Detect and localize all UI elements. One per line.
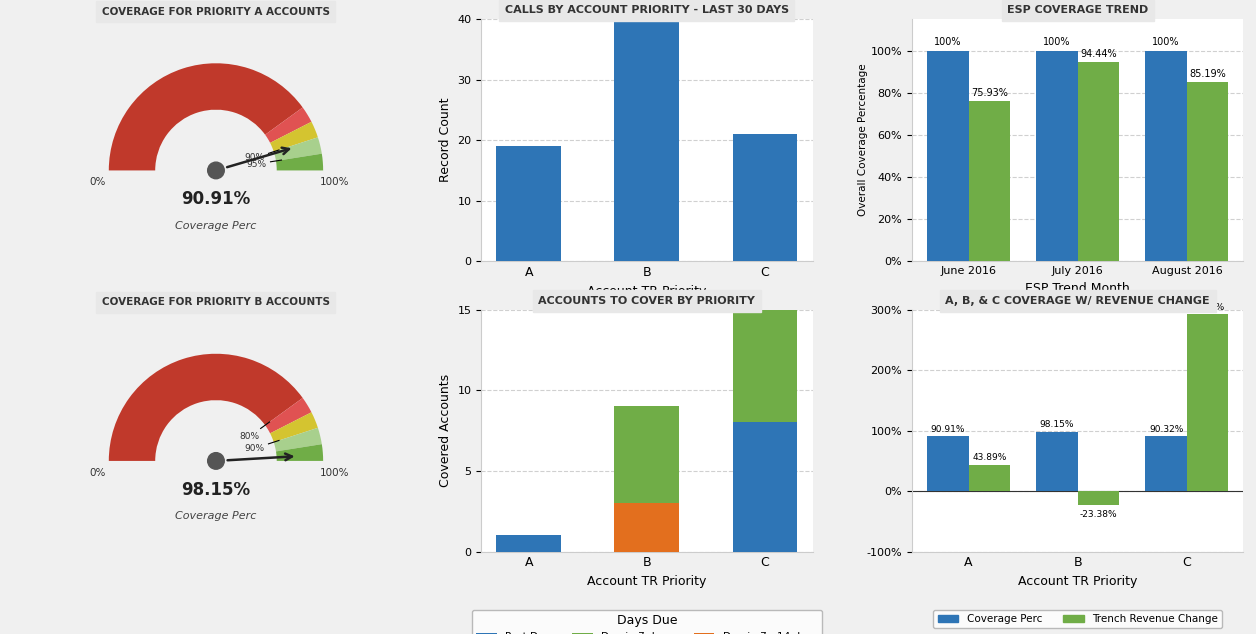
Bar [732, 422, 798, 552]
Text: 292.1%: 292.1% [1191, 303, 1225, 312]
Bar [496, 536, 561, 552]
Bar [496, 146, 561, 261]
Bar [1078, 62, 1119, 261]
Text: 90.91%: 90.91% [931, 425, 965, 434]
Bar [927, 51, 968, 261]
Y-axis label: Covered Accounts: Covered Accounts [438, 374, 452, 487]
Bar [732, 134, 798, 261]
X-axis label: Account TR Priority: Account TR Priority [587, 285, 707, 297]
Bar [1145, 436, 1187, 491]
Title: COVERAGE FOR PRIORITY B ACCOUNTS: COVERAGE FOR PRIORITY B ACCOUNTS [102, 297, 330, 307]
Bar [614, 503, 679, 552]
Text: 100%: 100% [1153, 37, 1179, 48]
Bar [1187, 82, 1228, 261]
Legend: Past Due, Due in 7 days, Due in 7 - 14 days: Past Due, Due in 7 days, Due in 7 - 14 d… [472, 610, 821, 634]
Text: 85.19%: 85.19% [1189, 68, 1226, 79]
Bar [1036, 51, 1078, 261]
Text: 100%: 100% [1044, 37, 1070, 48]
Bar [614, 406, 679, 503]
Bar [1145, 51, 1187, 261]
Legend: Coverage Perc, Trench Revenue Change: Coverage Perc, Trench Revenue Change [933, 610, 1222, 628]
Title: COVERAGE FOR PRIORITY A ACCOUNTS: COVERAGE FOR PRIORITY A ACCOUNTS [102, 7, 330, 17]
Y-axis label: Overall Coverage Percentage: Overall Coverage Percentage [858, 64, 868, 216]
Text: 100%: 100% [934, 37, 962, 48]
Title: CALLS BY ACCOUNT PRIORITY - LAST 30 DAYS: CALLS BY ACCOUNT PRIORITY - LAST 30 DAYS [505, 6, 789, 15]
Text: 94.44%: 94.44% [1080, 49, 1117, 59]
Text: 43.89%: 43.89% [972, 453, 1006, 462]
Bar [1187, 314, 1228, 491]
X-axis label: ESP Trend Month: ESP Trend Month [1025, 281, 1130, 295]
Text: 98.15%: 98.15% [1040, 420, 1074, 429]
Bar [1078, 491, 1119, 505]
Bar [614, 19, 679, 261]
Text: -23.38%: -23.38% [1080, 510, 1118, 519]
Title: A, B, & C COVERAGE W/ REVENUE CHANGE: A, B, & C COVERAGE W/ REVENUE CHANGE [946, 296, 1210, 306]
X-axis label: Account TR Priority: Account TR Priority [587, 575, 707, 588]
Bar [1036, 432, 1078, 491]
Text: 75.93%: 75.93% [971, 88, 1007, 98]
Text: 90.32%: 90.32% [1149, 425, 1183, 434]
Y-axis label: Record Count: Record Count [438, 98, 452, 183]
Bar [927, 436, 968, 491]
Bar [968, 101, 1010, 261]
Bar [732, 294, 798, 422]
Bar [968, 465, 1010, 491]
Title: ESP COVERAGE TREND: ESP COVERAGE TREND [1007, 6, 1148, 15]
Legend: A, B: A, B [1016, 321, 1139, 363]
X-axis label: Account TR Priority: Account TR Priority [1019, 575, 1138, 588]
Title: ACCOUNTS TO COVER BY PRIORITY: ACCOUNTS TO COVER BY PRIORITY [539, 296, 755, 306]
